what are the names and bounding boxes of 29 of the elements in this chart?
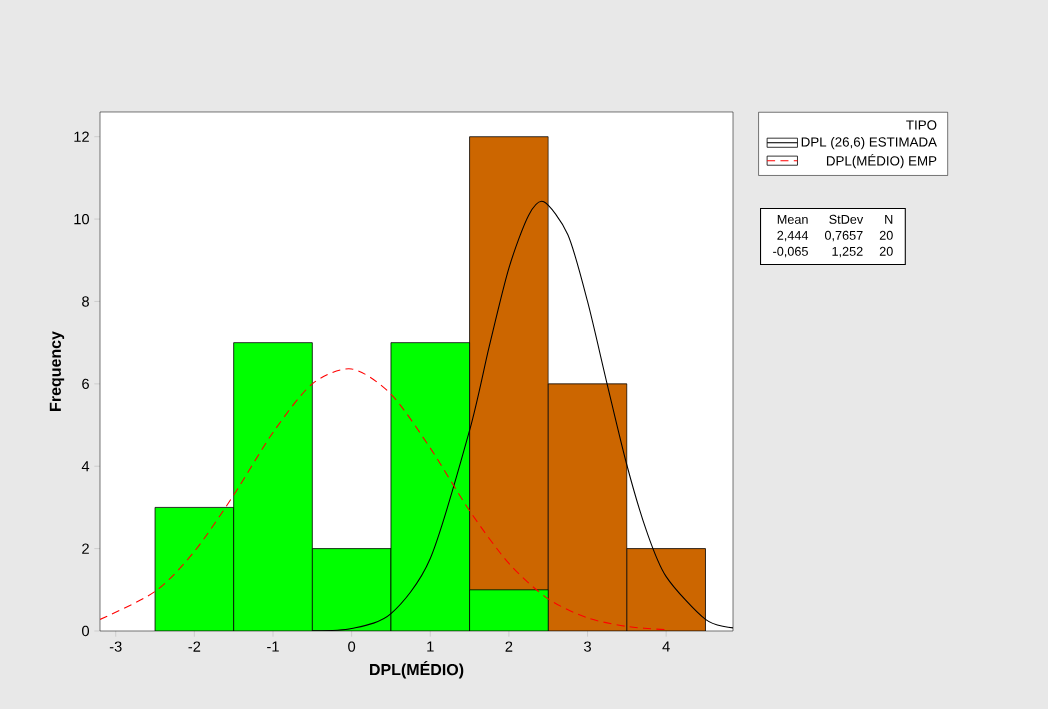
legend-title: TIPO <box>906 120 937 130</box>
y-tick-label: 2 <box>82 543 89 554</box>
text: -0,065 <box>773 246 808 258</box>
text: 1,252 <box>832 246 863 258</box>
legend-label: DPL (26,6) ESTIMADA <box>801 136 937 150</box>
x-tick-label: 4 <box>662 641 670 652</box>
y-tick-label: 12 <box>74 131 89 142</box>
text: Mean <box>777 215 808 224</box>
x-tick-label: 3 <box>584 641 591 652</box>
x-tick-label: -3 <box>109 641 122 652</box>
text: N <box>885 215 893 224</box>
text: 0,7657 <box>824 230 863 242</box>
text: StDev <box>829 214 864 224</box>
x-tick-label: 1 <box>427 641 434 652</box>
text: 20 <box>879 246 893 256</box>
x-tick-label: -1 <box>267 641 279 652</box>
x-axis-title: DPL(MÉDIO) <box>370 660 464 679</box>
x-tick-label: -2 <box>188 641 201 652</box>
text: 20 <box>879 230 893 240</box>
y-tick-label: 8 <box>82 296 89 307</box>
y-tick-label: 10 <box>74 213 90 225</box>
y-tick-label: 0 <box>82 625 90 637</box>
y-tick-label: 4 <box>81 461 90 472</box>
x-tick-label: 2 <box>505 641 513 652</box>
x-tick-label: 0 <box>348 641 356 652</box>
legend-label: DPL(MÉDIO) EMP <box>826 153 937 169</box>
text: 2,444 <box>777 230 809 242</box>
y-axis-title: Frequency <box>49 331 65 411</box>
y-tick-label: 6 <box>82 378 89 390</box>
